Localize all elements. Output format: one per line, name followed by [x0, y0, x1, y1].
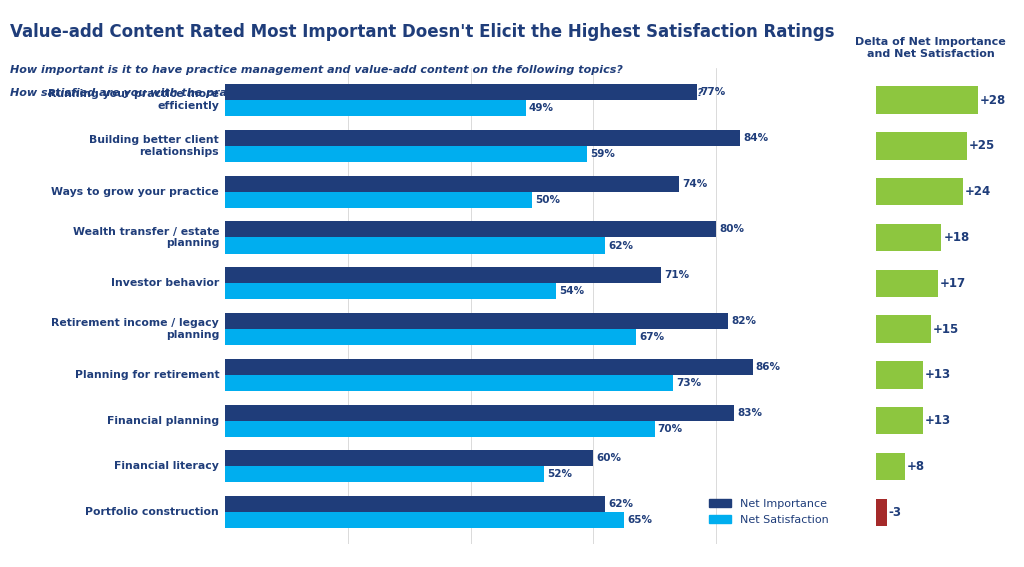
Text: +8: +8 — [907, 460, 925, 473]
Text: Financial literacy: Financial literacy — [115, 462, 219, 472]
Bar — [876, 452, 905, 480]
Text: Value-add Content Rated Most Important Doesn't Elicit the Highest Satisfaction R: Value-add Content Rated Most Important D… — [10, 23, 835, 41]
Text: 84%: 84% — [743, 133, 769, 143]
Text: +13: +13 — [925, 369, 951, 382]
Text: 60%: 60% — [596, 454, 622, 463]
Text: Planning for retirement: Planning for retirement — [75, 370, 219, 380]
Text: 73%: 73% — [676, 378, 701, 388]
Text: 74%: 74% — [682, 179, 708, 189]
Text: 77%: 77% — [700, 87, 726, 97]
Legend: Net Importance, Net Satisfaction: Net Importance, Net Satisfaction — [705, 495, 833, 529]
Text: How important is it to have practice management and value-add content on the fol: How important is it to have practice man… — [10, 65, 624, 75]
Bar — [225, 313, 728, 329]
Bar — [225, 467, 544, 483]
Text: 50%: 50% — [535, 194, 560, 205]
Bar — [876, 361, 924, 388]
Bar — [225, 421, 654, 437]
Bar — [876, 269, 938, 297]
Bar — [225, 450, 593, 467]
Text: +15: +15 — [932, 323, 958, 336]
Text: Portfolio construction: Portfolio construction — [85, 507, 219, 517]
Text: 65%: 65% — [627, 515, 652, 525]
Text: Ways to grow your practice: Ways to grow your practice — [51, 187, 219, 197]
Text: 49%: 49% — [528, 103, 554, 113]
Bar — [225, 100, 525, 116]
Bar — [225, 375, 673, 391]
Text: 52%: 52% — [547, 469, 572, 480]
Bar — [876, 224, 941, 251]
Text: Financial planning: Financial planning — [108, 416, 219, 426]
Text: 86%: 86% — [756, 362, 780, 372]
Bar — [225, 84, 697, 100]
Bar — [225, 146, 587, 162]
Bar — [225, 238, 605, 253]
Bar — [876, 86, 978, 114]
Text: Running your practice more
efficiently: Running your practice more efficiently — [48, 89, 219, 111]
Bar — [225, 405, 734, 421]
Text: +13: +13 — [925, 414, 951, 427]
Text: Delta of Net Importance
and Net Satisfaction: Delta of Net Importance and Net Satisfac… — [855, 37, 1006, 59]
Bar — [225, 284, 556, 299]
Bar — [876, 132, 967, 160]
Text: 80%: 80% — [719, 225, 744, 235]
Bar — [225, 329, 636, 345]
Bar — [225, 130, 740, 146]
Bar — [225, 192, 531, 208]
Text: +24: +24 — [966, 185, 991, 198]
Text: Wealth transfer / estate
planning: Wealth transfer / estate planning — [73, 227, 219, 248]
Bar — [876, 178, 964, 205]
Bar — [876, 315, 931, 343]
Bar — [225, 359, 753, 375]
Text: 71%: 71% — [664, 270, 689, 280]
Text: 62%: 62% — [608, 240, 634, 251]
Bar — [876, 407, 924, 434]
Bar — [225, 496, 605, 512]
Text: +25: +25 — [969, 139, 995, 153]
Text: Retirement income / legacy
planning: Retirement income / legacy planning — [51, 318, 219, 340]
Text: +28: +28 — [980, 94, 1006, 107]
Text: 59%: 59% — [590, 149, 615, 159]
Text: 70%: 70% — [657, 424, 683, 434]
Text: +17: +17 — [940, 277, 966, 290]
Bar — [876, 498, 887, 526]
Bar — [225, 222, 716, 238]
Text: 82%: 82% — [731, 316, 756, 326]
Text: Building better client
relationships: Building better client relationships — [89, 135, 219, 156]
Text: 62%: 62% — [608, 500, 634, 509]
Text: -3: -3 — [889, 506, 901, 519]
Text: Investor behavior: Investor behavior — [111, 278, 219, 288]
Text: +18: +18 — [943, 231, 970, 244]
Bar — [225, 267, 660, 284]
Text: How satisfied are you with the practice management and value-add content availab: How satisfied are you with the practice … — [10, 88, 703, 98]
Bar — [225, 176, 679, 192]
Text: 54%: 54% — [559, 286, 585, 297]
Text: 83%: 83% — [737, 408, 762, 418]
Bar — [225, 512, 624, 528]
Text: 67%: 67% — [639, 332, 665, 342]
